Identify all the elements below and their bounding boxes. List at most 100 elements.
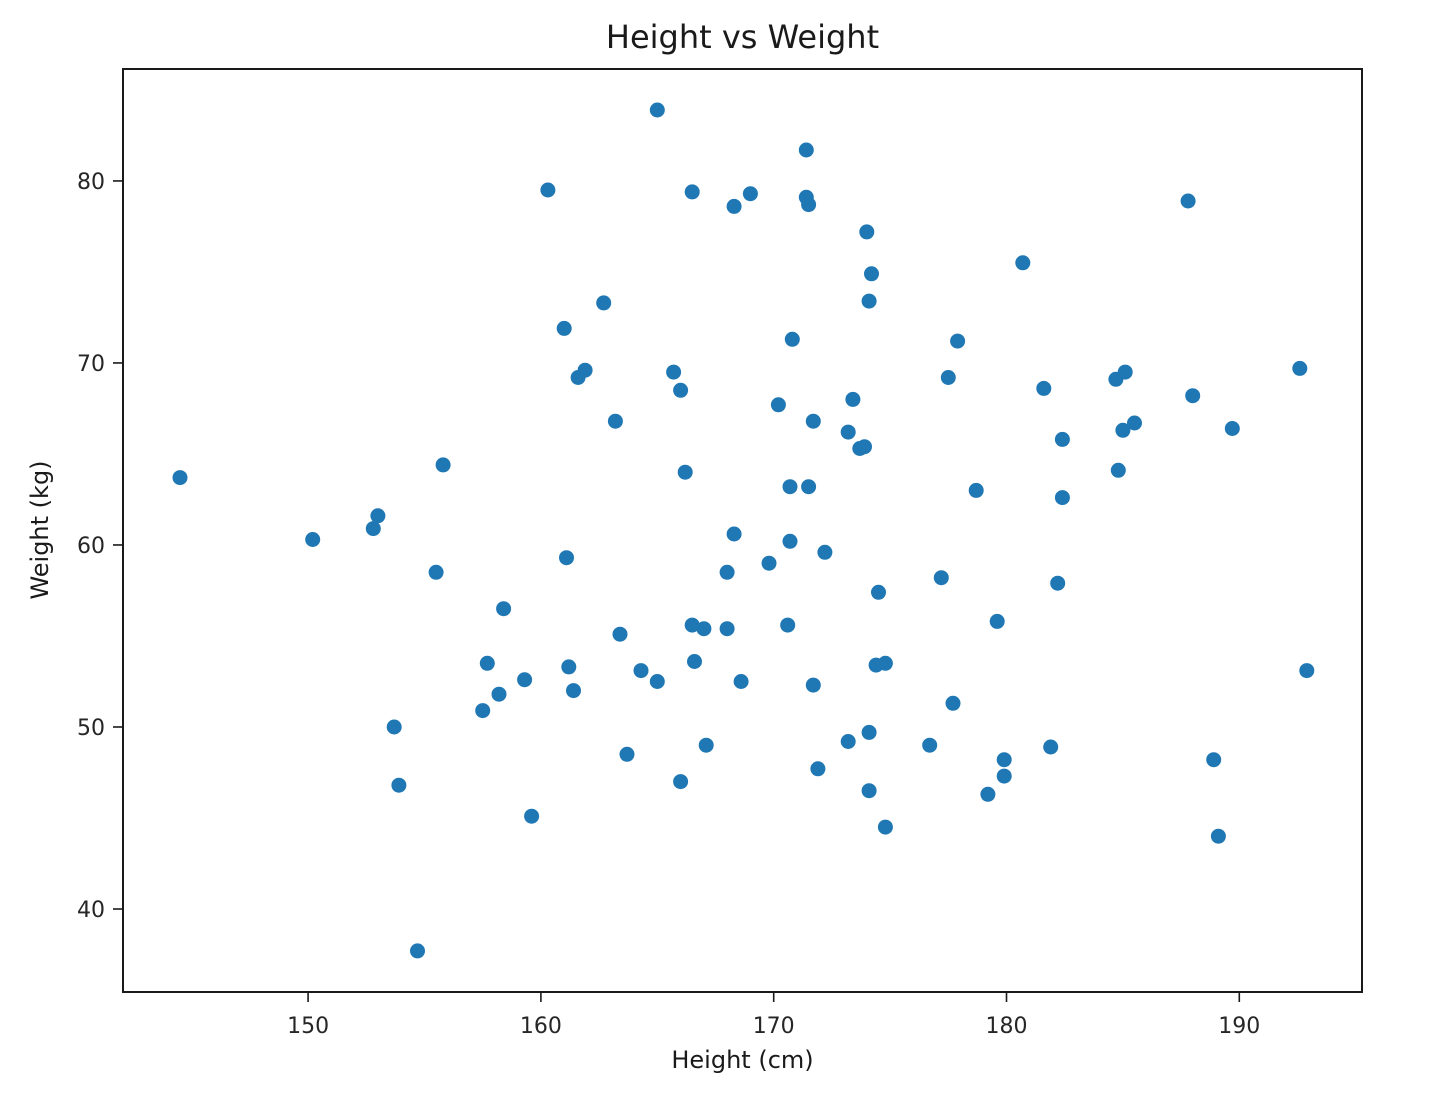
data-point <box>980 786 996 802</box>
data-point <box>475 703 491 719</box>
x-tick-label: 180 <box>986 1014 1028 1039</box>
data-point <box>1117 364 1133 380</box>
y-tick-label: 50 <box>77 716 105 741</box>
data-point <box>861 783 877 799</box>
data-point <box>877 655 893 671</box>
y-tick-label: 70 <box>77 352 105 377</box>
data-point <box>1110 462 1126 478</box>
x-tick-label: 150 <box>287 1014 329 1039</box>
data-point <box>801 197 817 213</box>
data-point <box>524 808 540 824</box>
data-point <box>561 659 577 675</box>
data-point <box>968 482 984 498</box>
data-point <box>1292 360 1308 376</box>
data-point <box>566 683 581 699</box>
data-point <box>784 331 800 347</box>
data-point <box>726 526 742 542</box>
data-point <box>649 102 665 118</box>
data-point <box>864 266 879 282</box>
data-point <box>370 508 386 524</box>
data-point <box>428 564 444 580</box>
data-point <box>801 479 817 495</box>
chart-title: Height vs Weight <box>605 18 880 56</box>
data-point <box>305 532 321 547</box>
data-point <box>810 761 826 777</box>
data-point <box>726 198 742 214</box>
data-point <box>871 584 886 600</box>
data-point <box>410 943 425 959</box>
data-point <box>391 777 407 793</box>
data-point <box>719 621 735 637</box>
y-tick-label: 60 <box>77 534 105 559</box>
data-point <box>761 555 777 571</box>
data-point <box>1185 388 1201 404</box>
data-point <box>805 413 821 429</box>
data-point <box>1054 431 1070 447</box>
x-tick-label: 190 <box>1218 1014 1260 1039</box>
data-point <box>719 564 735 580</box>
data-point <box>861 293 877 309</box>
data-point <box>859 224 875 240</box>
data-point <box>673 774 689 790</box>
data-point <box>877 819 893 835</box>
data-point <box>950 333 966 349</box>
data-point <box>798 142 814 158</box>
data-point <box>556 320 572 336</box>
data-point <box>673 382 689 398</box>
data-point <box>517 672 533 688</box>
data-point <box>1036 380 1052 396</box>
data-point <box>780 617 796 633</box>
data-point <box>540 182 556 198</box>
data-point <box>619 746 635 762</box>
data-point <box>996 752 1012 768</box>
data-point <box>1050 575 1066 591</box>
data-point <box>684 617 700 633</box>
data-point <box>570 370 586 385</box>
data-point <box>922 737 938 753</box>
data-point <box>857 439 872 455</box>
x-axis-label: Height (cm) <box>671 1046 814 1074</box>
data-point <box>684 184 700 200</box>
data-point <box>172 470 188 486</box>
data-point <box>1015 255 1031 271</box>
scatter-points <box>172 102 1315 959</box>
data-point <box>496 601 512 617</box>
data-point <box>666 364 682 380</box>
data-point <box>1210 828 1226 844</box>
x-axis-ticks: 150 160 170 180 190 <box>287 992 1260 1039</box>
y-axis-ticks: 40 50 60 70 80 <box>77 170 123 923</box>
data-point <box>559 550 574 566</box>
x-tick-label: 160 <box>520 1014 562 1039</box>
data-point <box>1127 415 1142 431</box>
data-point <box>840 734 856 749</box>
data-point <box>840 424 856 440</box>
data-point <box>596 295 612 311</box>
data-point <box>945 695 961 711</box>
x-tick-label: 170 <box>753 1014 795 1039</box>
data-point <box>607 413 623 429</box>
data-point <box>742 186 758 202</box>
data-point <box>1054 490 1070 506</box>
data-point <box>435 457 451 473</box>
data-point <box>782 533 798 549</box>
data-point <box>479 655 495 671</box>
data-point <box>940 370 956 385</box>
data-point <box>677 464 693 480</box>
data-point <box>733 674 749 689</box>
data-point <box>817 544 833 560</box>
data-point <box>633 663 649 679</box>
data-point <box>649 674 665 689</box>
data-point <box>1115 422 1131 438</box>
data-point <box>687 654 702 669</box>
data-point <box>612 626 628 642</box>
data-point <box>1206 752 1222 768</box>
y-tick-label: 40 <box>77 898 105 923</box>
data-point <box>698 737 714 753</box>
data-point <box>861 724 877 740</box>
data-point <box>386 719 402 735</box>
data-point <box>1299 663 1315 679</box>
data-point <box>845 391 861 407</box>
data-point <box>365 521 381 537</box>
